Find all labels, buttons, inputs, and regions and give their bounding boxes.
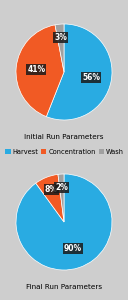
Text: 56%: 56% [82,73,100,82]
Text: 41%: 41% [27,65,45,74]
Title: Final Run Parameters: Final Run Parameters [26,284,102,290]
Wedge shape [16,174,112,270]
Wedge shape [58,174,64,222]
Text: 3%: 3% [54,33,67,42]
Legend: Harvest, Concentration, Wash: Harvest, Concentration, Wash [5,148,125,155]
Text: 2%: 2% [55,183,68,192]
Wedge shape [55,24,64,72]
Text: 8%: 8% [45,185,58,194]
Wedge shape [16,25,64,117]
Wedge shape [46,24,112,120]
Wedge shape [36,174,64,222]
Text: 90%: 90% [63,244,82,253]
Title: Initial Run Parameters: Initial Run Parameters [24,134,104,140]
